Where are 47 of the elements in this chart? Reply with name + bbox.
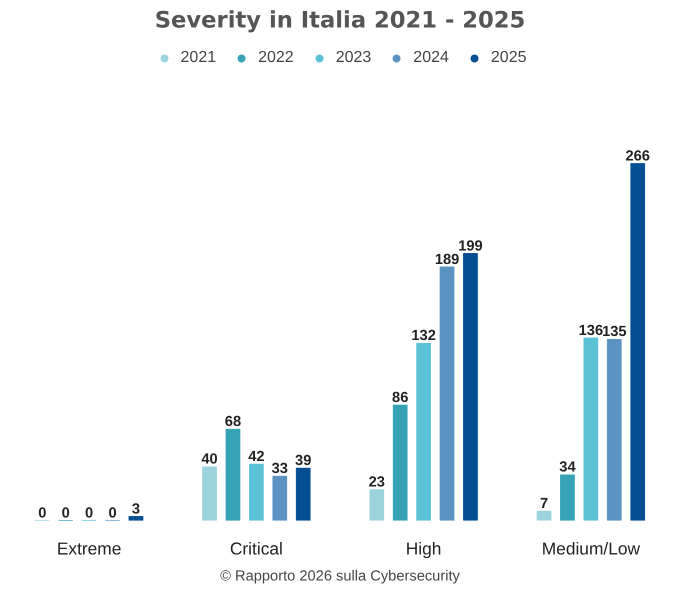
bar <box>249 464 264 521</box>
bar <box>226 428 240 521</box>
data-label: 135 <box>602 324 627 340</box>
data-label: 199 <box>458 238 483 254</box>
x-tick-label: Extreme <box>56 538 122 558</box>
bar <box>560 474 575 521</box>
chart-title: Severity in Italia 2021 - 2025 <box>154 8 526 34</box>
data-label: 23 <box>368 474 385 490</box>
data-label: 0 <box>38 505 46 522</box>
data-label: 136 <box>578 322 604 339</box>
bar <box>463 253 478 521</box>
data-label: 40 <box>201 452 218 468</box>
x-tick-label: High <box>406 538 442 558</box>
legend-label: 2024 <box>413 49 449 67</box>
bar <box>630 163 646 521</box>
data-label: 132 <box>411 328 436 344</box>
legend-label: 2022 <box>258 49 294 67</box>
bar <box>392 404 408 521</box>
legend-label: 2021 <box>180 49 216 67</box>
bar <box>202 466 217 521</box>
bar <box>128 516 144 521</box>
bar <box>606 338 622 521</box>
data-label: 189 <box>434 252 460 268</box>
x-tick-label: Critical <box>230 538 283 558</box>
data-label: 0 <box>108 505 117 522</box>
bar <box>416 342 431 521</box>
bar <box>440 266 454 521</box>
data-label: 7 <box>540 496 548 512</box>
data-label: 68 <box>224 414 242 430</box>
bar <box>272 476 288 521</box>
bar <box>369 489 384 521</box>
data-label: 0 <box>62 505 70 522</box>
data-label: 39 <box>295 453 312 470</box>
x-tick-label: Medium/Low <box>542 538 640 558</box>
bar <box>296 468 311 521</box>
legend-label: 2023 <box>336 49 372 67</box>
data-label: 33 <box>272 461 288 478</box>
text: © Rapporto 2026 sulla Cybersecurity <box>220 568 461 584</box>
bar <box>536 510 552 521</box>
data-label: 266 <box>625 148 650 164</box>
data-label: 0 <box>85 505 94 522</box>
bar <box>584 338 598 521</box>
data-label: 3 <box>132 501 140 518</box>
data-label: 86 <box>392 390 408 406</box>
legend-label: 2025 <box>490 49 526 67</box>
data-label: 42 <box>248 449 265 466</box>
data-label: 34 <box>559 460 576 476</box>
